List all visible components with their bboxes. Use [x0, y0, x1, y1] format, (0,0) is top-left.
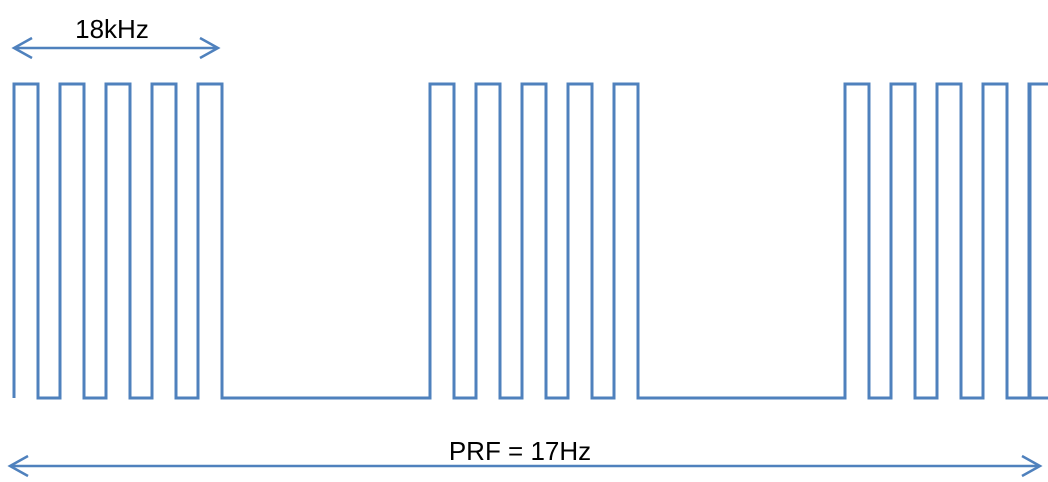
pulse-period-arrow — [11, 36, 221, 60]
pulse-waveform — [12, 82, 1048, 400]
pulse-period-arrowhead-right — [199, 36, 221, 60]
prf-arrowhead-right — [1021, 454, 1043, 478]
prf-arrow — [7, 454, 1043, 478]
prf-arrowhead-left — [7, 454, 29, 478]
pulse-frequency-label: 18kHz — [75, 14, 149, 44]
prf-label: PRF = 17Hz — [449, 436, 591, 466]
pulse-period-arrowhead-left — [11, 36, 33, 60]
